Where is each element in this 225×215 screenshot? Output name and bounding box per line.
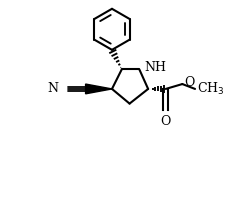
- Text: N: N: [47, 82, 58, 95]
- Text: O: O: [160, 115, 170, 128]
- Text: CH$_3$: CH$_3$: [196, 81, 224, 97]
- Polygon shape: [85, 84, 111, 94]
- Text: O: O: [183, 76, 194, 89]
- Text: NH: NH: [144, 61, 166, 74]
